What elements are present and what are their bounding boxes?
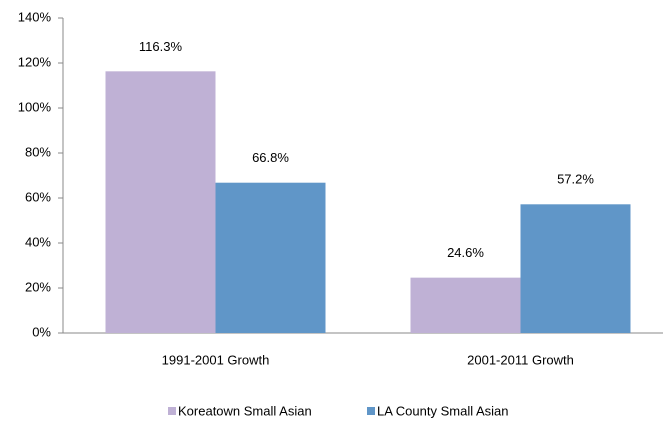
x-tick-label: 2001-2011 Growth <box>467 352 574 367</box>
y-tick-label: 140% <box>18 9 52 24</box>
y-tick-label: 120% <box>18 54 52 69</box>
bar <box>520 204 631 333</box>
y-tick-label: 80% <box>25 144 51 159</box>
legend-swatch <box>367 407 375 415</box>
y-tick-label: 20% <box>25 279 51 294</box>
x-tick-label: 1991-2001 Growth <box>162 352 270 367</box>
value-label: 57.2% <box>557 172 594 187</box>
legend-label: LA County Small Asian <box>377 403 509 418</box>
y-tick-label: 40% <box>25 234 51 249</box>
bar <box>105 71 216 333</box>
bar <box>410 277 521 333</box>
y-tick-label: 100% <box>18 99 52 114</box>
legend-label: Koreatown Small Asian <box>178 403 312 418</box>
value-label: 24.6% <box>447 245 484 260</box>
value-label: 66.8% <box>252 150 289 165</box>
y-tick-label: 0% <box>32 324 51 339</box>
bar <box>215 182 326 333</box>
y-tick-label: 60% <box>25 189 51 204</box>
legend-swatch <box>168 407 176 415</box>
value-label: 116.3% <box>139 39 183 54</box>
